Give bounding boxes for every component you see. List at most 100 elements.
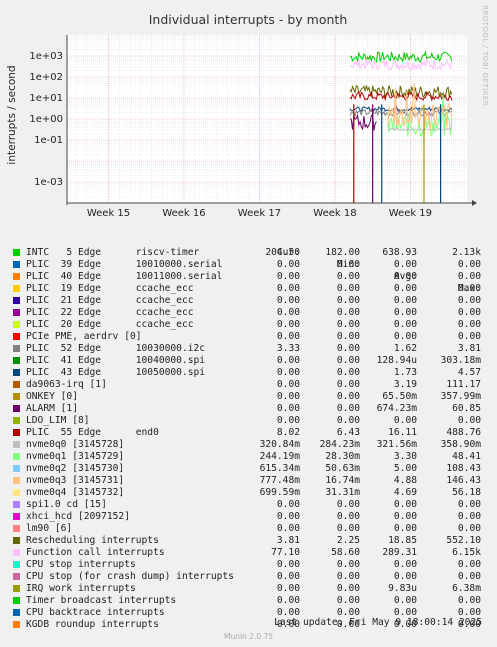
legend-series-name: PLIC 21 Edge ccache_ecc (26, 295, 194, 306)
legend-row: LDO_LIM [8] 0.00 0.00 0.00 0.00 (0, 415, 497, 427)
legend-row: nvme0q4 [3145732] 699.59m 31.31m 4.69 56.18 (0, 487, 497, 499)
legend-min: 0.00 (336, 307, 360, 318)
legend-avg: 0.00 (393, 571, 417, 582)
legend-avg: 5.00 (393, 463, 417, 474)
legend-row: nvme0q3 [3145731] 777.48m 16.74m 4.88 146.43 (0, 475, 497, 487)
legend-swatch (13, 537, 20, 544)
legend-cur: 3.81 (276, 535, 300, 546)
legend-series-name: LDO_LIM [8] (26, 415, 90, 426)
legend-series-name: CPU stop (for crash dump) interrupts (26, 571, 234, 582)
legend-max: 6.15k (452, 547, 481, 558)
legend-cur: 320.84m (259, 439, 300, 450)
grid (67, 35, 467, 204)
legend-series-name: KGDB roundup interrupts (26, 619, 159, 630)
legend-min: 0.00 (336, 379, 360, 390)
legend-series-name: nvme0q1 [3145729] (26, 451, 125, 462)
legend-cur: 0.00 (276, 415, 300, 426)
legend-max: 0.00 (457, 595, 481, 606)
legend-min: 0.00 (336, 271, 360, 282)
legend-row: PLIC 43 Edge 10050000.spi 0.00 0.00 1.73 4.5… (0, 367, 497, 379)
legend-min: 0.00 (336, 415, 360, 426)
legend-cur: 615.34m (259, 463, 300, 474)
legend-cur: 0.00 (276, 331, 300, 342)
legend-cur: 0.00 (276, 307, 300, 318)
y-tick-label: 1e+01 (29, 93, 63, 104)
legend-cur: 0.00 (276, 511, 300, 522)
legend-cur: 0.00 (276, 319, 300, 330)
legend-row: INTC 5 Edge riscv-timer 204.50 182.00 638.9… (0, 247, 497, 259)
legend-swatch (13, 561, 20, 568)
legend-max: 0.00 (457, 319, 481, 330)
legend-min: 182.00 (325, 247, 360, 258)
legend-min: 28.30m (325, 451, 360, 462)
munin-version: Munin 2.0.75 (223, 632, 274, 641)
series-line (349, 50, 453, 64)
legend-avg: 0.00 (393, 295, 417, 306)
legend-cur: 0.00 (276, 379, 300, 390)
x-axis-arrow (472, 200, 477, 206)
legend-max: 0.00 (457, 259, 481, 270)
legend: Cur: Min: Avg: Max: INTC 5 Edge riscv-ti… (0, 235, 497, 631)
legend-max: 0.00 (457, 283, 481, 294)
legend-avg: 674.23m (376, 403, 417, 414)
x-tick-label: Week 17 (238, 208, 281, 219)
y-tick-label: 1e+03 (29, 51, 63, 62)
legend-max: 0.00 (457, 511, 481, 522)
legend-max: 0.00 (457, 619, 481, 630)
legend-avg: 0.00 (393, 271, 417, 282)
legend-swatch (13, 369, 20, 376)
legend-row: PLIC 39 Edge 10010000.serial 0.00 0.00 0.00… (0, 259, 497, 271)
col-cur-header: Cur: (276, 247, 300, 258)
legend-avg: 16.11 (388, 427, 417, 438)
legend-cur: 0.00 (276, 523, 300, 534)
data-lines (349, 50, 453, 203)
legend-min: 31.31m (325, 487, 360, 498)
rrdtool-watermark: RRDTOOL / TOBI OETIKER (481, 5, 489, 107)
legend-max: 111.17 (446, 379, 481, 390)
legend-max: 0.00 (457, 331, 481, 342)
series-line (387, 83, 453, 130)
legend-min: 0.00 (336, 559, 360, 570)
legend-cur: 0.00 (276, 559, 300, 570)
legend-swatch (13, 261, 20, 268)
legend-swatch (13, 321, 20, 328)
legend-row: PLIC 40 Edge 10011000.serial 0.00 0.00 0.00… (0, 271, 497, 283)
legend-series-name: PLIC 39 Edge 10010000.serial (26, 259, 223, 270)
col-avg-header: Avg: (393, 271, 417, 282)
legend-swatch (13, 489, 20, 496)
legend-avg: 4.69 (393, 487, 417, 498)
legend-row: PLIC 55 Edge end0 8.02 6.43 16.11 488.76 (0, 427, 497, 439)
legend-row: Function call interrupts 77.10 58.60 289.31… (0, 547, 497, 559)
legend-row: CPU stop interrupts 0.00 0.00 0.00 0.00 (0, 559, 497, 571)
chart-canvas: Individual interrupts - by month interru… (6, 12, 477, 219)
legend-series-name: nvme0q3 [3145731] (26, 475, 125, 486)
legend-max: 552.10 (446, 535, 481, 546)
legend-cur: 3.33 (276, 343, 300, 354)
legend-cur: 0.00 (276, 403, 300, 414)
legend-avg: 0.00 (393, 523, 417, 534)
legend-series-name: xhci_hcd [2097152] (26, 511, 130, 522)
y-ticks: 1e-03 1e-01 1e+00 1e+01 1e+02 1e+03 (29, 51, 63, 188)
legend-swatch (13, 333, 20, 340)
legend-swatch (13, 549, 20, 556)
legend-max: 0.00 (457, 499, 481, 510)
legend-series-name: PLIC 40 Edge 10011000.serial (26, 271, 223, 282)
legend-avg: 0.00 (393, 619, 417, 630)
legend-series-name: PLIC 19 Edge ccache_ecc (26, 283, 194, 294)
legend-swatch (13, 621, 20, 628)
legend-avg: 0.00 (393, 283, 417, 294)
series-line (387, 94, 453, 137)
legend-max: 108.43 (446, 463, 481, 474)
legend-swatch (13, 501, 20, 508)
legend-row: spi1.0 cd [15] 0.00 0.00 0.00 0.00 (0, 499, 497, 511)
legend-series-name: IRQ work interrupts (26, 583, 136, 594)
legend-max: 0.00 (457, 295, 481, 306)
legend-max: 56.18 (452, 487, 481, 498)
legend-avg: 321.56m (376, 439, 417, 450)
series-line (349, 58, 453, 71)
legend-min: 50.63m (325, 463, 360, 474)
legend-series-name: ALARM [1] (26, 403, 78, 414)
legend-max: 357.99m (440, 391, 481, 402)
legend-min: 0.00 (336, 283, 360, 294)
legend-row: PLIC 22 Edge ccache_ecc 0.00 0.00 0.00 0.00 (0, 307, 497, 319)
